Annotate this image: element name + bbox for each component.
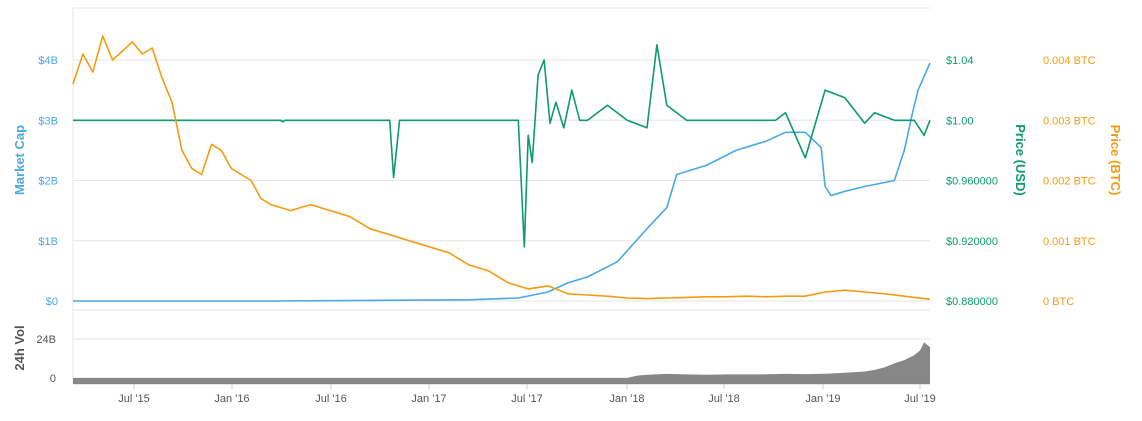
left-tick-label: $4B	[38, 55, 58, 67]
volume-tick-label: 0	[50, 373, 56, 385]
left-tick-label: $2B	[38, 176, 58, 188]
grid	[72, 7, 930, 389]
btc-tick-label: 0.002 BTC	[1043, 176, 1096, 188]
left-axis-title: Market Cap	[12, 125, 27, 195]
btc-tick-label: 0.001 BTC	[1043, 236, 1096, 248]
left-tick-label: $0	[46, 296, 58, 308]
usd-tick-label: $0.920000	[946, 236, 998, 248]
x-tick-label: Jan '19	[805, 393, 840, 405]
usd-axis-title: Price (USD)	[1013, 124, 1028, 196]
volume-tick-label: 24B	[36, 334, 56, 346]
x-tick-label: Jan '18	[609, 393, 644, 405]
x-tick-label: Jan '17	[411, 393, 446, 405]
price-btc-line	[72, 35, 931, 300]
left-tick-label: $1B	[38, 236, 58, 248]
x-tick-label: Jul '19	[904, 393, 935, 405]
btc-tick-label: 0 BTC	[1043, 296, 1074, 308]
price-usd-line	[73, 44, 931, 248]
market-cap-line	[73, 62, 931, 302]
x-tick-label: Jan '16	[214, 393, 249, 405]
left-tick-label: $3B	[38, 115, 58, 127]
x-tick-label: Jul '17	[511, 393, 542, 405]
usd-tick-label: $1.04	[946, 55, 974, 67]
usd-tick-label: $0.880000	[946, 296, 998, 308]
x-tick-label: Jul '15	[118, 393, 149, 405]
tick-labels: $4B $1.04 0.004 BTC $3B $1.00 0.003 BTC $2B $0.…	[36, 55, 1095, 405]
volume-axis-title: 24h Vol	[12, 325, 27, 370]
btc-tick-label: 0.003 BTC	[1043, 115, 1096, 127]
usd-tick-label: $1.00	[946, 115, 974, 127]
btc-axis-title: Price (BTC)	[1108, 125, 1123, 196]
usd-tick-label: $0.960000	[946, 176, 998, 188]
volume-bars	[73, 342, 930, 384]
x-tick-label: Jul '18	[708, 393, 739, 405]
series-lines	[72, 35, 931, 302]
btc-tick-label: 0.004 BTC	[1043, 55, 1096, 67]
x-tick-label: Jul '16	[315, 393, 346, 405]
volume-area	[73, 342, 930, 384]
